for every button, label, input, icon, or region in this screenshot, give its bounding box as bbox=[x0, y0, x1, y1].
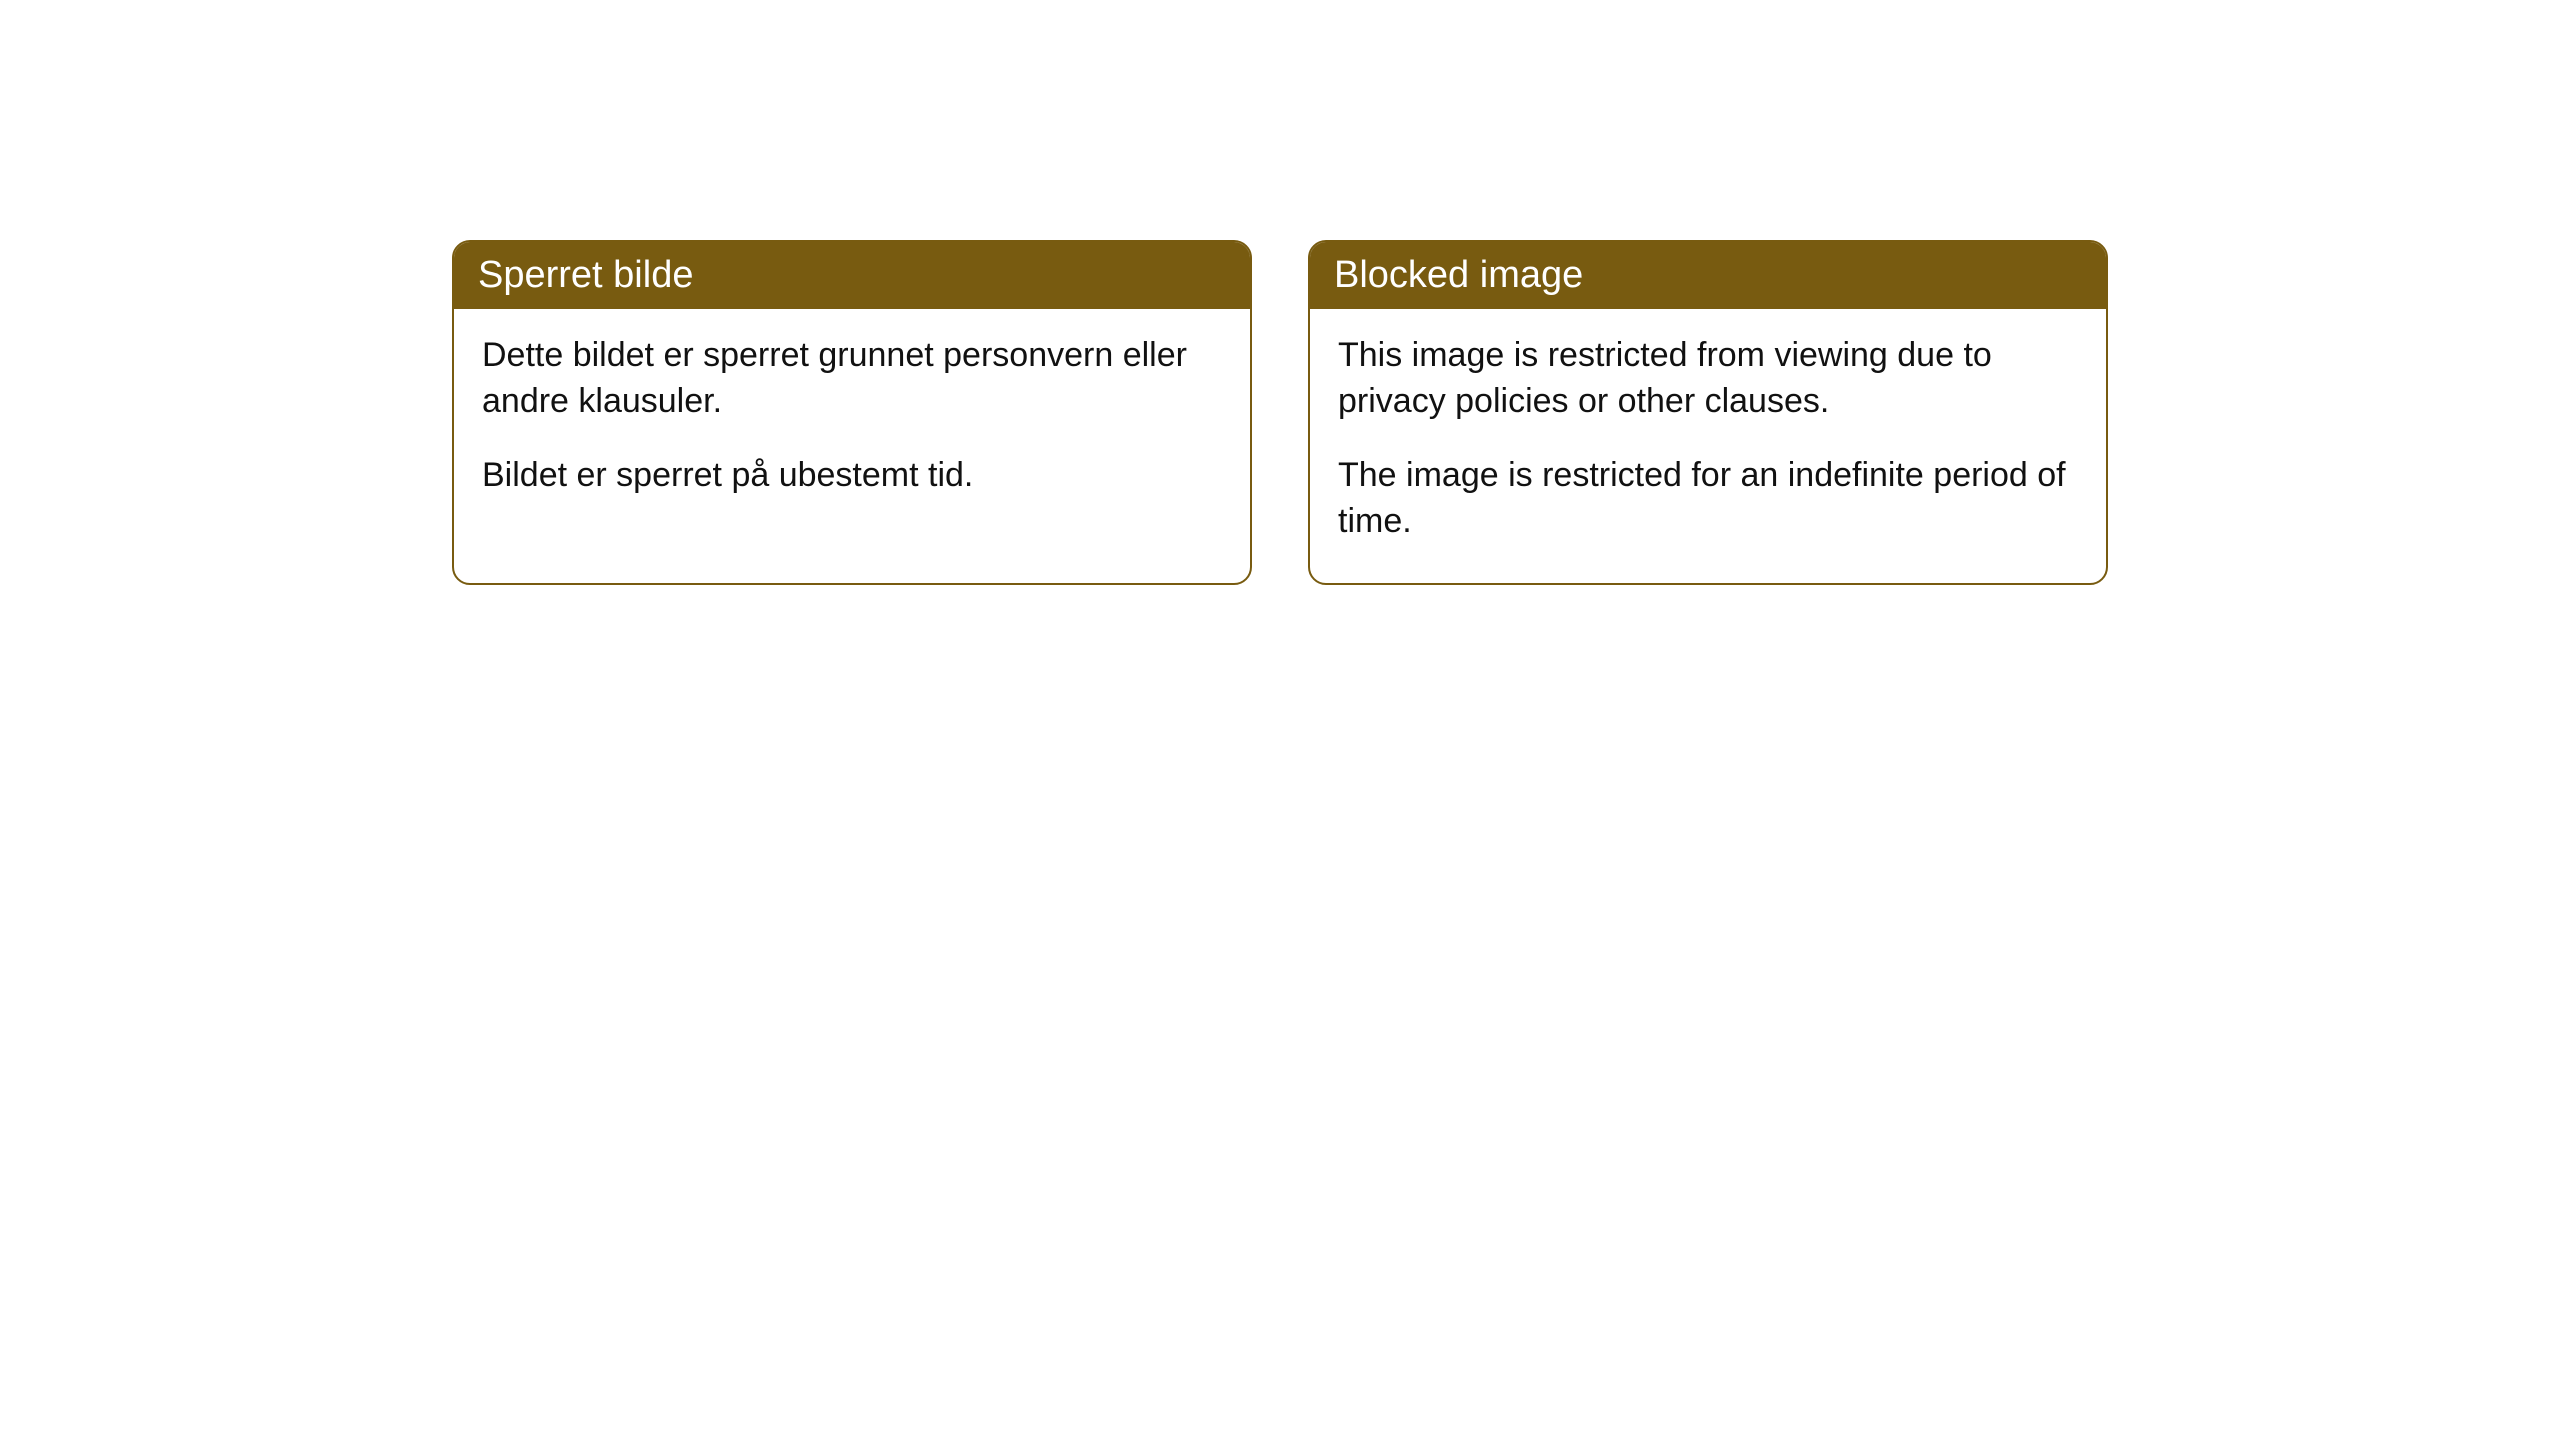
card-norwegian: Sperret bilde Dette bildet er sperret gr… bbox=[452, 240, 1252, 585]
card-body-norwegian: Dette bildet er sperret grunnet personve… bbox=[454, 309, 1250, 537]
card-paragraph-1-english: This image is restricted from viewing du… bbox=[1338, 333, 2078, 425]
card-header-english: Blocked image bbox=[1310, 242, 2106, 309]
card-title-norwegian: Sperret bilde bbox=[478, 254, 693, 296]
card-title-english: Blocked image bbox=[1334, 254, 1583, 296]
card-paragraph-1-norwegian: Dette bildet er sperret grunnet personve… bbox=[482, 333, 1222, 425]
card-body-english: This image is restricted from viewing du… bbox=[1310, 309, 2106, 583]
card-paragraph-2-norwegian: Bildet er sperret på ubestemt tid. bbox=[482, 453, 1222, 499]
card-header-norwegian: Sperret bilde bbox=[454, 242, 1250, 309]
cards-container: Sperret bilde Dette bildet er sperret gr… bbox=[452, 240, 2560, 585]
card-english: Blocked image This image is restricted f… bbox=[1308, 240, 2108, 585]
card-paragraph-2-english: The image is restricted for an indefinit… bbox=[1338, 453, 2078, 545]
